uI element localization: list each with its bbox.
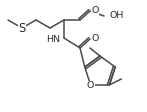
Text: O: O <box>91 33 98 42</box>
Text: O: O <box>87 81 94 90</box>
Text: S: S <box>18 22 26 34</box>
Text: O: O <box>91 5 98 14</box>
Text: OH: OH <box>109 11 123 19</box>
Text: HN: HN <box>46 34 60 43</box>
